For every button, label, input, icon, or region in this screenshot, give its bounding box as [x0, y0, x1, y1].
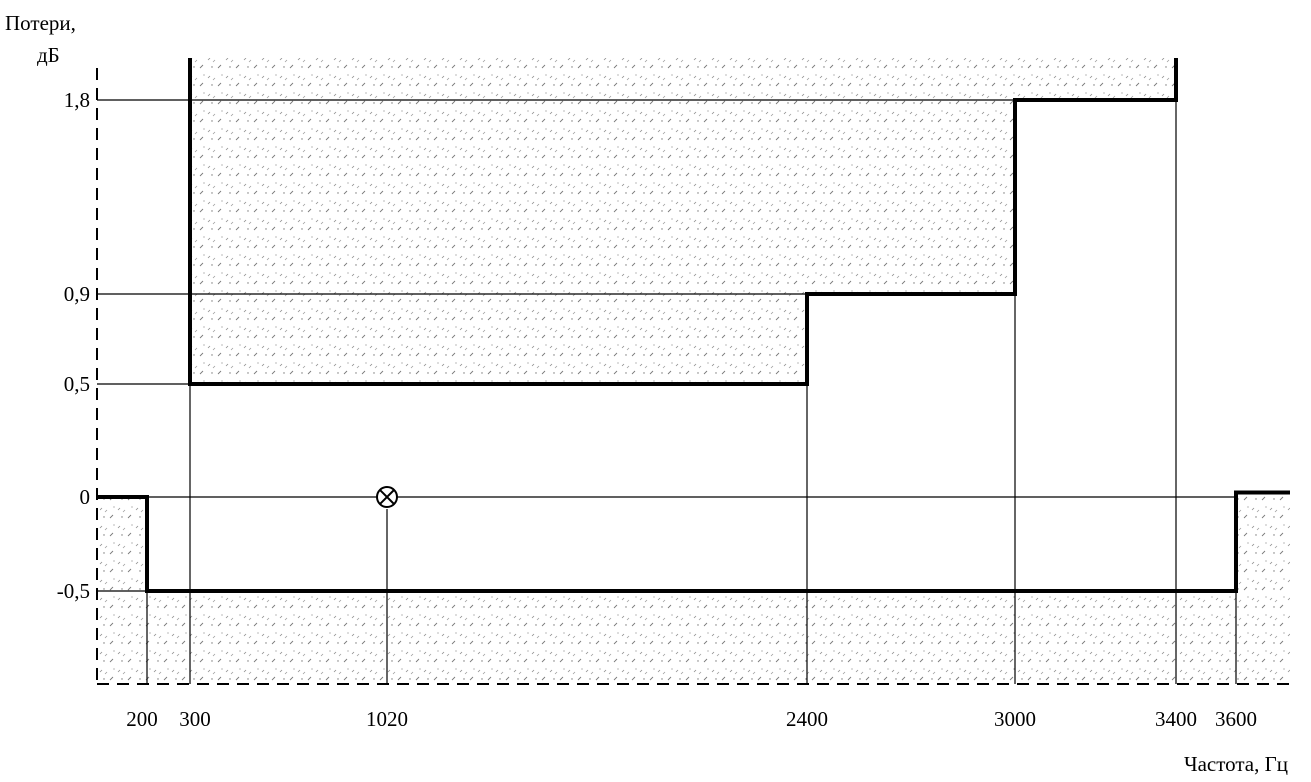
- upper-limit-line: [188, 58, 1178, 386]
- x-tick-label: 3000: [994, 707, 1036, 731]
- reference-marker-group: [376, 486, 398, 508]
- y-tick-label: 1,8: [64, 88, 90, 112]
- y-axis-title-line1: Потери,: [5, 11, 76, 35]
- y-axis-title-line2: дБ: [37, 43, 60, 67]
- x-tick-label: 200: [126, 707, 158, 731]
- forbidden-zones: [97, 58, 1290, 684]
- reference-point-icon: [376, 486, 398, 508]
- y-tick-label: -0,5: [57, 579, 90, 603]
- reference-point-cross-b: [379, 489, 395, 505]
- axes: [96, 68, 1290, 685]
- x-tick-label: 300: [179, 707, 211, 731]
- x-axis-title: Частота, Гц: [1184, 752, 1288, 776]
- y-tick-label: 0,9: [64, 282, 90, 306]
- lower-forbidden-zone: [97, 492, 1290, 684]
- x-tick-labels: 200 300 1020 2400 3000 3400 3600: [126, 707, 1257, 731]
- x-tick-label: 2400: [786, 707, 828, 731]
- limit-lines: [97, 58, 1290, 593]
- y-tick-label: 0,5: [64, 372, 90, 396]
- x-tick-label: 3400: [1155, 707, 1197, 731]
- lower-limit-line: [97, 490, 1290, 593]
- y-tick-labels: -0,5 0 0,5 0,9 1,8: [57, 88, 90, 603]
- x-tick-label: 3600: [1215, 707, 1257, 731]
- x-tick-label: 1020: [366, 707, 408, 731]
- upper-forbidden-zone: [190, 58, 1176, 384]
- y-tick-label: 0: [80, 485, 91, 509]
